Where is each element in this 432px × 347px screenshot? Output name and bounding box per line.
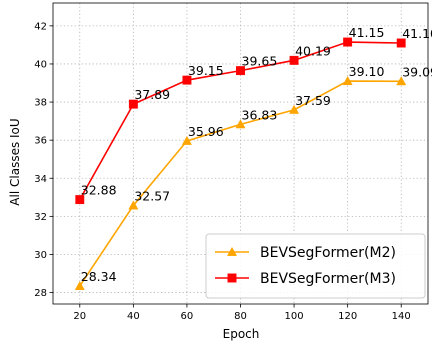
legend: BEVSegFormer(M2) BEVSegFormer(M3) — [205, 233, 426, 299]
y-tick-label: 36 — [34, 136, 47, 147]
data-label: 41.10 — [402, 26, 432, 41]
data-point — [236, 66, 245, 76]
y-tick-label: 30 — [34, 250, 47, 261]
data-point — [289, 104, 300, 114]
data-point — [235, 119, 246, 129]
data-label: 32.88 — [81, 183, 117, 198]
legend-box — [205, 233, 426, 299]
x-tick-label: 40 — [127, 311, 140, 322]
triangle-marker-icon — [226, 246, 238, 256]
data-label: 37.89 — [134, 87, 170, 102]
x-tick-label: 100 — [285, 311, 304, 322]
data-point — [181, 135, 192, 145]
x-axis-title: Epoch — [223, 327, 260, 341]
data-label: 35.96 — [188, 124, 224, 139]
y-tick-label: 32 — [34, 212, 47, 223]
data-label: 39.09 — [402, 64, 432, 79]
legend-label: BEVSegFormer(M2) — [260, 245, 396, 261]
x-tick-label: 140 — [392, 311, 411, 322]
data-label: 32.57 — [134, 189, 170, 204]
data-point — [75, 195, 85, 205]
axes: 20 40 60 80 100 120 140 28 30 32 34 36 38 40 42 — [34, 2, 429, 322]
data-point — [343, 37, 353, 47]
square-marker-icon — [227, 273, 237, 283]
data-label: 40.19 — [295, 43, 331, 58]
data-label: 39.15 — [188, 63, 224, 78]
data-point — [396, 76, 407, 86]
y-tick-label: 28 — [34, 288, 47, 299]
legend-label: BEVSegFormer(M3) — [260, 271, 396, 287]
data-label: 41.15 — [349, 25, 385, 40]
y-tick-label: 34 — [34, 174, 47, 185]
x-tick-label: 80 — [234, 311, 247, 322]
y-axis-title: All Classes IoU — [8, 118, 22, 205]
data-label: 37.59 — [295, 93, 331, 108]
data-labels: 28.34 32.57 35.96 36.83 37.59 39.10 39.09 32.88… — [81, 25, 432, 284]
data-point — [396, 38, 406, 48]
data-label: 36.83 — [242, 107, 278, 122]
data-point — [342, 75, 353, 86]
x-tick-label: 20 — [73, 311, 86, 322]
data-label: 39.65 — [242, 54, 278, 69]
data-point — [289, 55, 299, 65]
data-point — [128, 200, 139, 210]
series-layer — [74, 37, 407, 291]
data-point — [128, 99, 138, 109]
y-tick-label: 42 — [34, 21, 47, 32]
y-tick-label: 38 — [34, 98, 47, 109]
data-point — [182, 75, 192, 85]
x-tick-label: 60 — [181, 311, 194, 322]
y-tick-label: 40 — [34, 59, 47, 70]
x-tick-label: 120 — [338, 311, 357, 322]
data-label: 28.34 — [81, 269, 117, 284]
data-point — [74, 280, 85, 291]
data-label: 39.10 — [349, 64, 385, 79]
